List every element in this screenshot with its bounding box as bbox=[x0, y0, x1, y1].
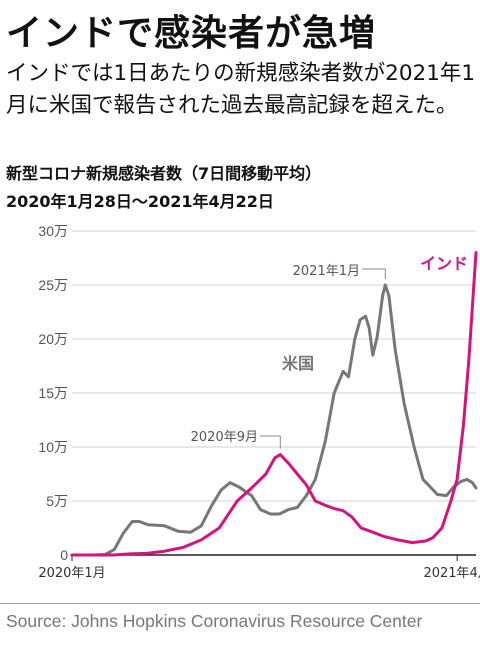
x-tick-label: 2020年1月 bbox=[38, 566, 105, 581]
x-tick-label: 2021年4月 bbox=[423, 566, 480, 581]
y-tick-label: 30万 bbox=[38, 223, 68, 239]
y-tick-label: 25万 bbox=[38, 277, 68, 293]
annotation-leader-us bbox=[362, 268, 386, 279]
y-tick-label: 15万 bbox=[38, 385, 68, 401]
series-line-us bbox=[70, 283, 478, 557]
series-label-india: インド bbox=[420, 254, 468, 273]
annotation-label-peak-india: 2020年9月 bbox=[191, 430, 258, 445]
annotation-leader-india bbox=[260, 435, 281, 449]
series-label-us: 米国 bbox=[282, 354, 314, 373]
chart-title: 新型コロナ新規感染者数（7日間移動平均） bbox=[6, 164, 322, 183]
source-divider bbox=[0, 603, 480, 604]
source-credit: Source: Johns Hopkins Coronavirus Resour… bbox=[6, 611, 423, 631]
chart-date-range: 2020年1月28日〜2021年4月22日 bbox=[6, 192, 274, 211]
headline: インドで感染者が急増 bbox=[6, 13, 377, 54]
y-tick-label: 5万 bbox=[46, 493, 68, 509]
line-chart: 0 5万 10万 15万 20万 25万 30万 2020年1月 2021年4月 米国 インド 202… bbox=[38, 223, 480, 581]
y-tick-label: 20万 bbox=[38, 331, 68, 347]
y-tick-label: 0 bbox=[60, 547, 68, 563]
series-line-india bbox=[70, 251, 478, 557]
lead-paragraph: インドでは1日あたりの新規感染者数が2021年1月に米国で報告された過去最高記録… bbox=[6, 61, 476, 118]
annotation-label-peak-us: 2021年1月 bbox=[293, 264, 360, 279]
y-tick-label: 10万 bbox=[38, 439, 68, 455]
